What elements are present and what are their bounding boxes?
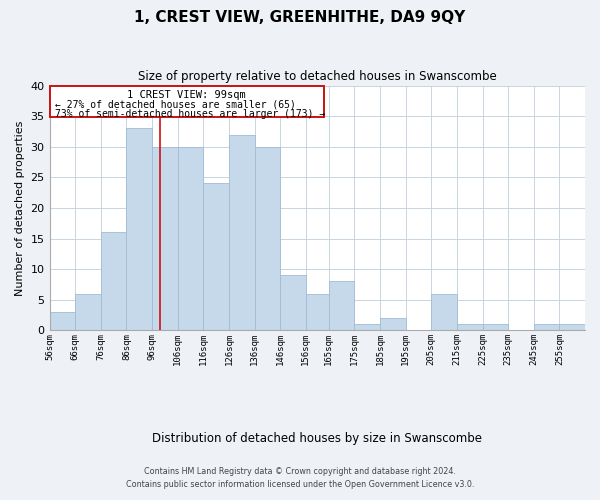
Bar <box>355 324 380 330</box>
Bar <box>329 282 355 331</box>
Y-axis label: Number of detached properties: Number of detached properties <box>15 120 25 296</box>
X-axis label: Distribution of detached houses by size in Swanscombe: Distribution of detached houses by size … <box>152 432 482 445</box>
Text: Contains HM Land Registry data © Crown copyright and database right 2024.
Contai: Contains HM Land Registry data © Crown c… <box>126 468 474 489</box>
Text: 1 CREST VIEW: 99sqm: 1 CREST VIEW: 99sqm <box>127 90 246 100</box>
Text: 1, CREST VIEW, GREENHITHE, DA9 9QY: 1, CREST VIEW, GREENHITHE, DA9 9QY <box>134 10 466 25</box>
Bar <box>75 294 101 331</box>
Bar <box>203 184 229 330</box>
Text: ← 27% of detached houses are smaller (65): ← 27% of detached houses are smaller (65… <box>55 100 296 110</box>
Bar <box>178 146 203 330</box>
Bar <box>457 324 482 330</box>
Bar <box>380 318 406 330</box>
Title: Size of property relative to detached houses in Swanscombe: Size of property relative to detached ho… <box>138 70 497 83</box>
Bar <box>229 134 254 330</box>
Bar <box>280 275 306 330</box>
Bar <box>50 312 75 330</box>
Bar <box>101 232 127 330</box>
Bar <box>482 324 508 330</box>
Bar <box>254 146 280 330</box>
Bar <box>306 294 329 331</box>
Bar <box>152 146 178 330</box>
Text: 73% of semi-detached houses are larger (173) →: 73% of semi-detached houses are larger (… <box>55 110 325 120</box>
Bar <box>559 324 585 330</box>
Bar <box>127 128 152 330</box>
Bar <box>431 294 457 331</box>
Bar <box>534 324 559 330</box>
FancyBboxPatch shape <box>50 86 323 117</box>
